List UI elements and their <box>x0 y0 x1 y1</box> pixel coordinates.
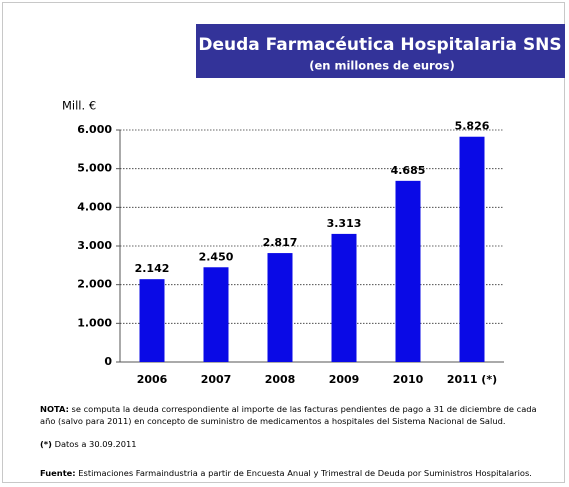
chart-title: Deuda Farmacéutica Hospitalaria SNS <box>198 35 561 55</box>
value-label: 2.142 <box>135 262 170 275</box>
y-tick-label: 2.000 <box>77 278 112 291</box>
asterisk-note: (*) Datos a 30.09.2011 <box>40 438 550 450</box>
bar <box>267 253 293 362</box>
value-label: 2.817 <box>263 236 298 249</box>
y-tick-label: 3.000 <box>77 239 112 252</box>
note-text: se computa la deuda correspondiente al i… <box>40 404 537 426</box>
source: Fuente: Estimaciones Farmaindustria a pa… <box>40 467 550 479</box>
x-tick-label: 2006 <box>137 373 168 386</box>
bar <box>459 136 485 362</box>
bar <box>331 233 357 362</box>
y-axis-label: Mill. € <box>62 99 96 113</box>
source-text: Estimaciones Farmaindustria a partir de … <box>78 468 532 478</box>
note: NOTA: se computa la deuda correspondient… <box>40 403 550 427</box>
bar <box>139 279 165 362</box>
value-label: 2.450 <box>199 250 234 263</box>
source-label: Fuente: <box>40 468 76 478</box>
asterisk-label: (*) <box>40 439 52 449</box>
bar <box>203 267 229 362</box>
note-label: NOTA: <box>40 404 69 414</box>
y-tick-label: 5.000 <box>77 162 112 175</box>
frame <box>2 2 565 483</box>
x-tick-label: 2008 <box>265 373 296 386</box>
x-tick-label: 2010 <box>393 373 424 386</box>
x-tick-label: 2011 (*) <box>447 373 497 386</box>
value-label: 5.826 <box>455 120 490 133</box>
y-tick-label: 1.000 <box>77 316 112 329</box>
value-label: 3.313 <box>327 217 362 230</box>
y-tick-label: 0 <box>104 355 112 368</box>
value-label: 4.685 <box>391 164 426 177</box>
y-tick-label: 4.000 <box>77 200 112 213</box>
y-tick-label: 6.000 <box>77 123 112 136</box>
chart: Deuda Farmacéutica Hospitalaria SNS (en … <box>62 24 565 386</box>
title-banner <box>196 24 565 78</box>
x-tick-label: 2007 <box>201 373 232 386</box>
chart-subtitle: (en millones de euros) <box>309 59 455 73</box>
x-tick-label: 2009 <box>329 373 360 386</box>
asterisk-text: Datos a 30.09.2011 <box>54 439 137 449</box>
bar <box>395 180 421 362</box>
